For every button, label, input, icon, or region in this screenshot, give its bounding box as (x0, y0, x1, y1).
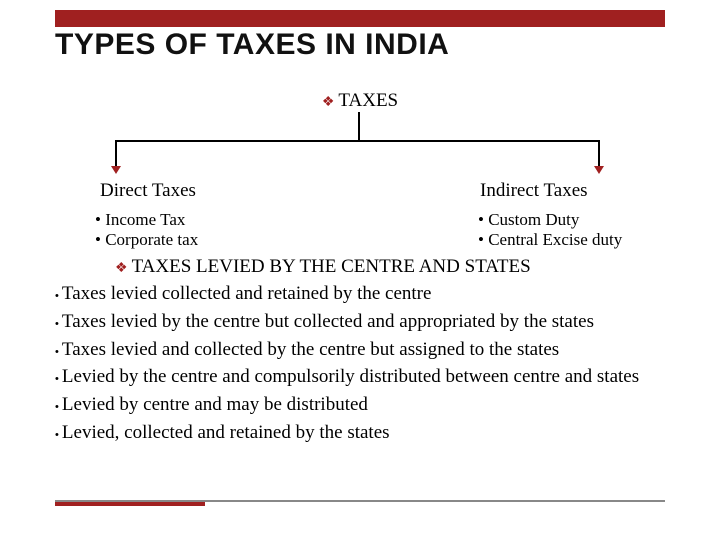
list-item: Income Tax (95, 210, 198, 230)
list-item: Corporate tax (95, 230, 198, 250)
branch-right-list: Custom Duty Central Excise duty (478, 210, 622, 250)
list-item: Taxes levied by the centre but collected… (55, 310, 665, 334)
branch-left-heading: Direct Taxes (100, 180, 196, 202)
branch-left-list: Income Tax Corporate tax (95, 210, 198, 250)
connector-vertical (358, 112, 360, 140)
connector-left-stem (115, 142, 117, 166)
list-item: Central Excise duty (478, 230, 622, 250)
section-heading-text: TAXES LEVIED BY THE CENTRE AND STATES (132, 256, 531, 277)
connector-horizontal (115, 140, 600, 142)
root-heading: ❖TAXES (0, 90, 720, 112)
accent-bar (55, 10, 665, 27)
slide-title: TYPES OF TAXES IN INDIA (55, 28, 449, 62)
arrow-down-icon (594, 166, 604, 174)
diamond-bullet-icon: ❖ (115, 261, 128, 276)
diamond-bullet-icon: ❖ (322, 95, 335, 110)
list-item: Levied by the centre and compulsorily di… (55, 365, 665, 389)
list-item: Levied, collected and retained by the st… (55, 421, 665, 445)
root-heading-text: TAXES (338, 90, 398, 111)
list-item: Levied by centre and may be distributed (55, 393, 665, 417)
list-item: Taxes levied and collected by the centre… (55, 338, 665, 362)
footer-rule-accent (55, 502, 205, 506)
list-item: Taxes levied collected and retained by t… (55, 282, 665, 306)
body-list: Taxes levied collected and retained by t… (55, 282, 665, 449)
section-heading: ❖ TAXES LEVIED BY THE CENTRE AND STATES (115, 256, 531, 278)
connector-right-stem (598, 142, 600, 166)
branch-right-heading: Indirect Taxes (480, 180, 588, 202)
arrow-down-icon (111, 166, 121, 174)
list-item: Custom Duty (478, 210, 622, 230)
